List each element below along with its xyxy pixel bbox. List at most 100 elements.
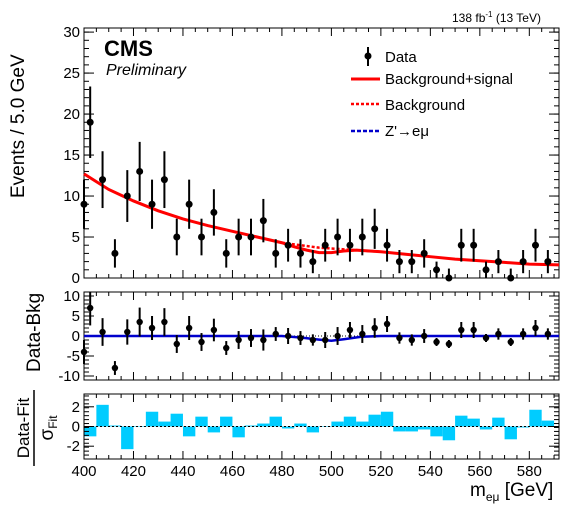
- diff-marker: [458, 326, 465, 334]
- main-point-marker: [222, 249, 230, 257]
- pull-y-tick-label: -2: [67, 438, 80, 455]
- main-point-marker: [395, 258, 403, 266]
- pull-bar: [516, 426, 530, 428]
- diff-marker: [136, 318, 143, 326]
- main-point-marker: [507, 274, 515, 282]
- pull-bar: [133, 426, 146, 427]
- main-point-marker: [494, 258, 502, 266]
- diff-marker: [322, 336, 329, 344]
- diff-marker: [371, 324, 378, 332]
- legend-bkgsig-label: Background+signal: [385, 71, 513, 88]
- diff-marker: [519, 330, 527, 338]
- main-point-marker: [247, 233, 255, 241]
- diff-marker: [532, 324, 539, 332]
- lumi-label: 138 fb-1 (13 TeV): [452, 10, 541, 25]
- x-tick-label: 420: [121, 463, 146, 480]
- diff-marker: [235, 336, 242, 344]
- main-y-tick-label: 10: [63, 188, 80, 205]
- pull-bar: [455, 415, 468, 427]
- diff-marker: [198, 338, 205, 346]
- pull-bar: [269, 416, 282, 427]
- pull-bar: [492, 417, 505, 427]
- main-point-marker: [470, 241, 478, 249]
- pull-bar: [207, 426, 221, 433]
- diff-marker: [359, 330, 366, 338]
- pull-bar: [356, 421, 369, 427]
- legend-bkg-label: Background: [385, 97, 465, 114]
- diff-marker: [396, 334, 403, 342]
- main-point-marker: [259, 217, 267, 225]
- main-point-marker: [457, 241, 465, 249]
- diff-marker: [111, 364, 119, 372]
- diff-marker: [99, 328, 106, 336]
- pull-bar: [467, 418, 480, 427]
- diff-marker: [383, 320, 391, 328]
- pull-bar: [195, 416, 208, 427]
- legend-signal-label: Z'→eμ: [385, 123, 429, 140]
- pull-panel: -2 0 2 400 420 440 460 480 500 520 540 560 580 Data-…: [14, 390, 560, 480]
- diff-y-tick-label: -5: [67, 348, 80, 365]
- main-point-marker: [544, 258, 552, 266]
- main-point-marker: [358, 233, 366, 241]
- pull-bar: [343, 416, 357, 427]
- diff-panel: -10 -5 0 5 10 Data-Bkg: [24, 288, 560, 385]
- pull-y-tick-label: 0: [72, 419, 80, 436]
- main-point-marker: [123, 192, 131, 200]
- pull-bar: [430, 426, 443, 437]
- diff-marker: [495, 330, 502, 338]
- diff-marker: [260, 336, 267, 344]
- diff-y-tick-label: 0: [72, 328, 80, 345]
- main-panel-frame: [83, 27, 560, 279]
- main-panel: 0 5 10 15 20 25 30 CMS Preliminary Events / 5.…: [8, 24, 560, 287]
- main-point-marker: [185, 200, 193, 208]
- pull-bar: [145, 411, 159, 427]
- main-point-marker: [235, 233, 243, 241]
- diff-marker: [334, 332, 341, 340]
- main-data-points: [80, 86, 552, 282]
- main-point-marker: [531, 241, 539, 249]
- diff-y-axis-label: Data-Bkg: [24, 293, 45, 372]
- diff-marker: [297, 334, 304, 342]
- main-point-marker: [210, 208, 218, 216]
- diff-marker: [408, 336, 415, 344]
- diff-marker: [247, 334, 255, 342]
- main-point-marker: [433, 266, 441, 274]
- diff-data-points: [80, 292, 552, 375]
- legend-data-marker: [364, 52, 372, 60]
- main-point-marker: [445, 274, 453, 282]
- main-point-marker: [284, 241, 292, 249]
- legend-data-label: Data: [385, 49, 417, 66]
- diff-marker: [161, 318, 168, 326]
- legend: Data Background+signal Background Z'→eμ: [351, 47, 513, 140]
- main-point-marker: [296, 249, 304, 257]
- main-y-tick-label: 25: [63, 65, 80, 82]
- main-point-marker: [148, 200, 156, 208]
- diff-marker: [173, 340, 180, 348]
- diff-marker: [420, 332, 428, 340]
- main-fit-curves: [83, 172, 560, 267]
- pull-bar: [479, 426, 493, 430]
- x-tick-label: 400: [71, 463, 96, 480]
- pull-bar: [108, 425, 122, 427]
- diff-marker: [433, 338, 440, 346]
- pull-bar: [220, 416, 233, 427]
- x-tick-label: 520: [368, 463, 393, 480]
- diff-marker: [507, 338, 514, 346]
- main-point-marker: [321, 241, 329, 249]
- pull-bar: [96, 404, 109, 427]
- main-point-marker: [99, 176, 107, 184]
- diff-marker: [309, 336, 317, 344]
- diff-y-tick-label: -10: [58, 368, 80, 385]
- main-axis-ticks: 0 5 10 15 20 25 30: [63, 24, 559, 287]
- main-y-axis-label: Events / 5.0 GeV: [8, 54, 29, 198]
- main-point-marker: [383, 241, 391, 249]
- diff-axis-ticks: -10 -5 0 5 10: [58, 288, 559, 385]
- pull-bar: [170, 413, 183, 427]
- pull-bar: [121, 426, 134, 450]
- pull-y-label-denominator: σFit: [37, 415, 60, 441]
- main-point-marker: [519, 258, 527, 266]
- main-point-marker: [309, 258, 317, 266]
- diff-marker: [185, 324, 193, 332]
- main-point-marker: [136, 167, 144, 175]
- pull-bar: [368, 414, 381, 427]
